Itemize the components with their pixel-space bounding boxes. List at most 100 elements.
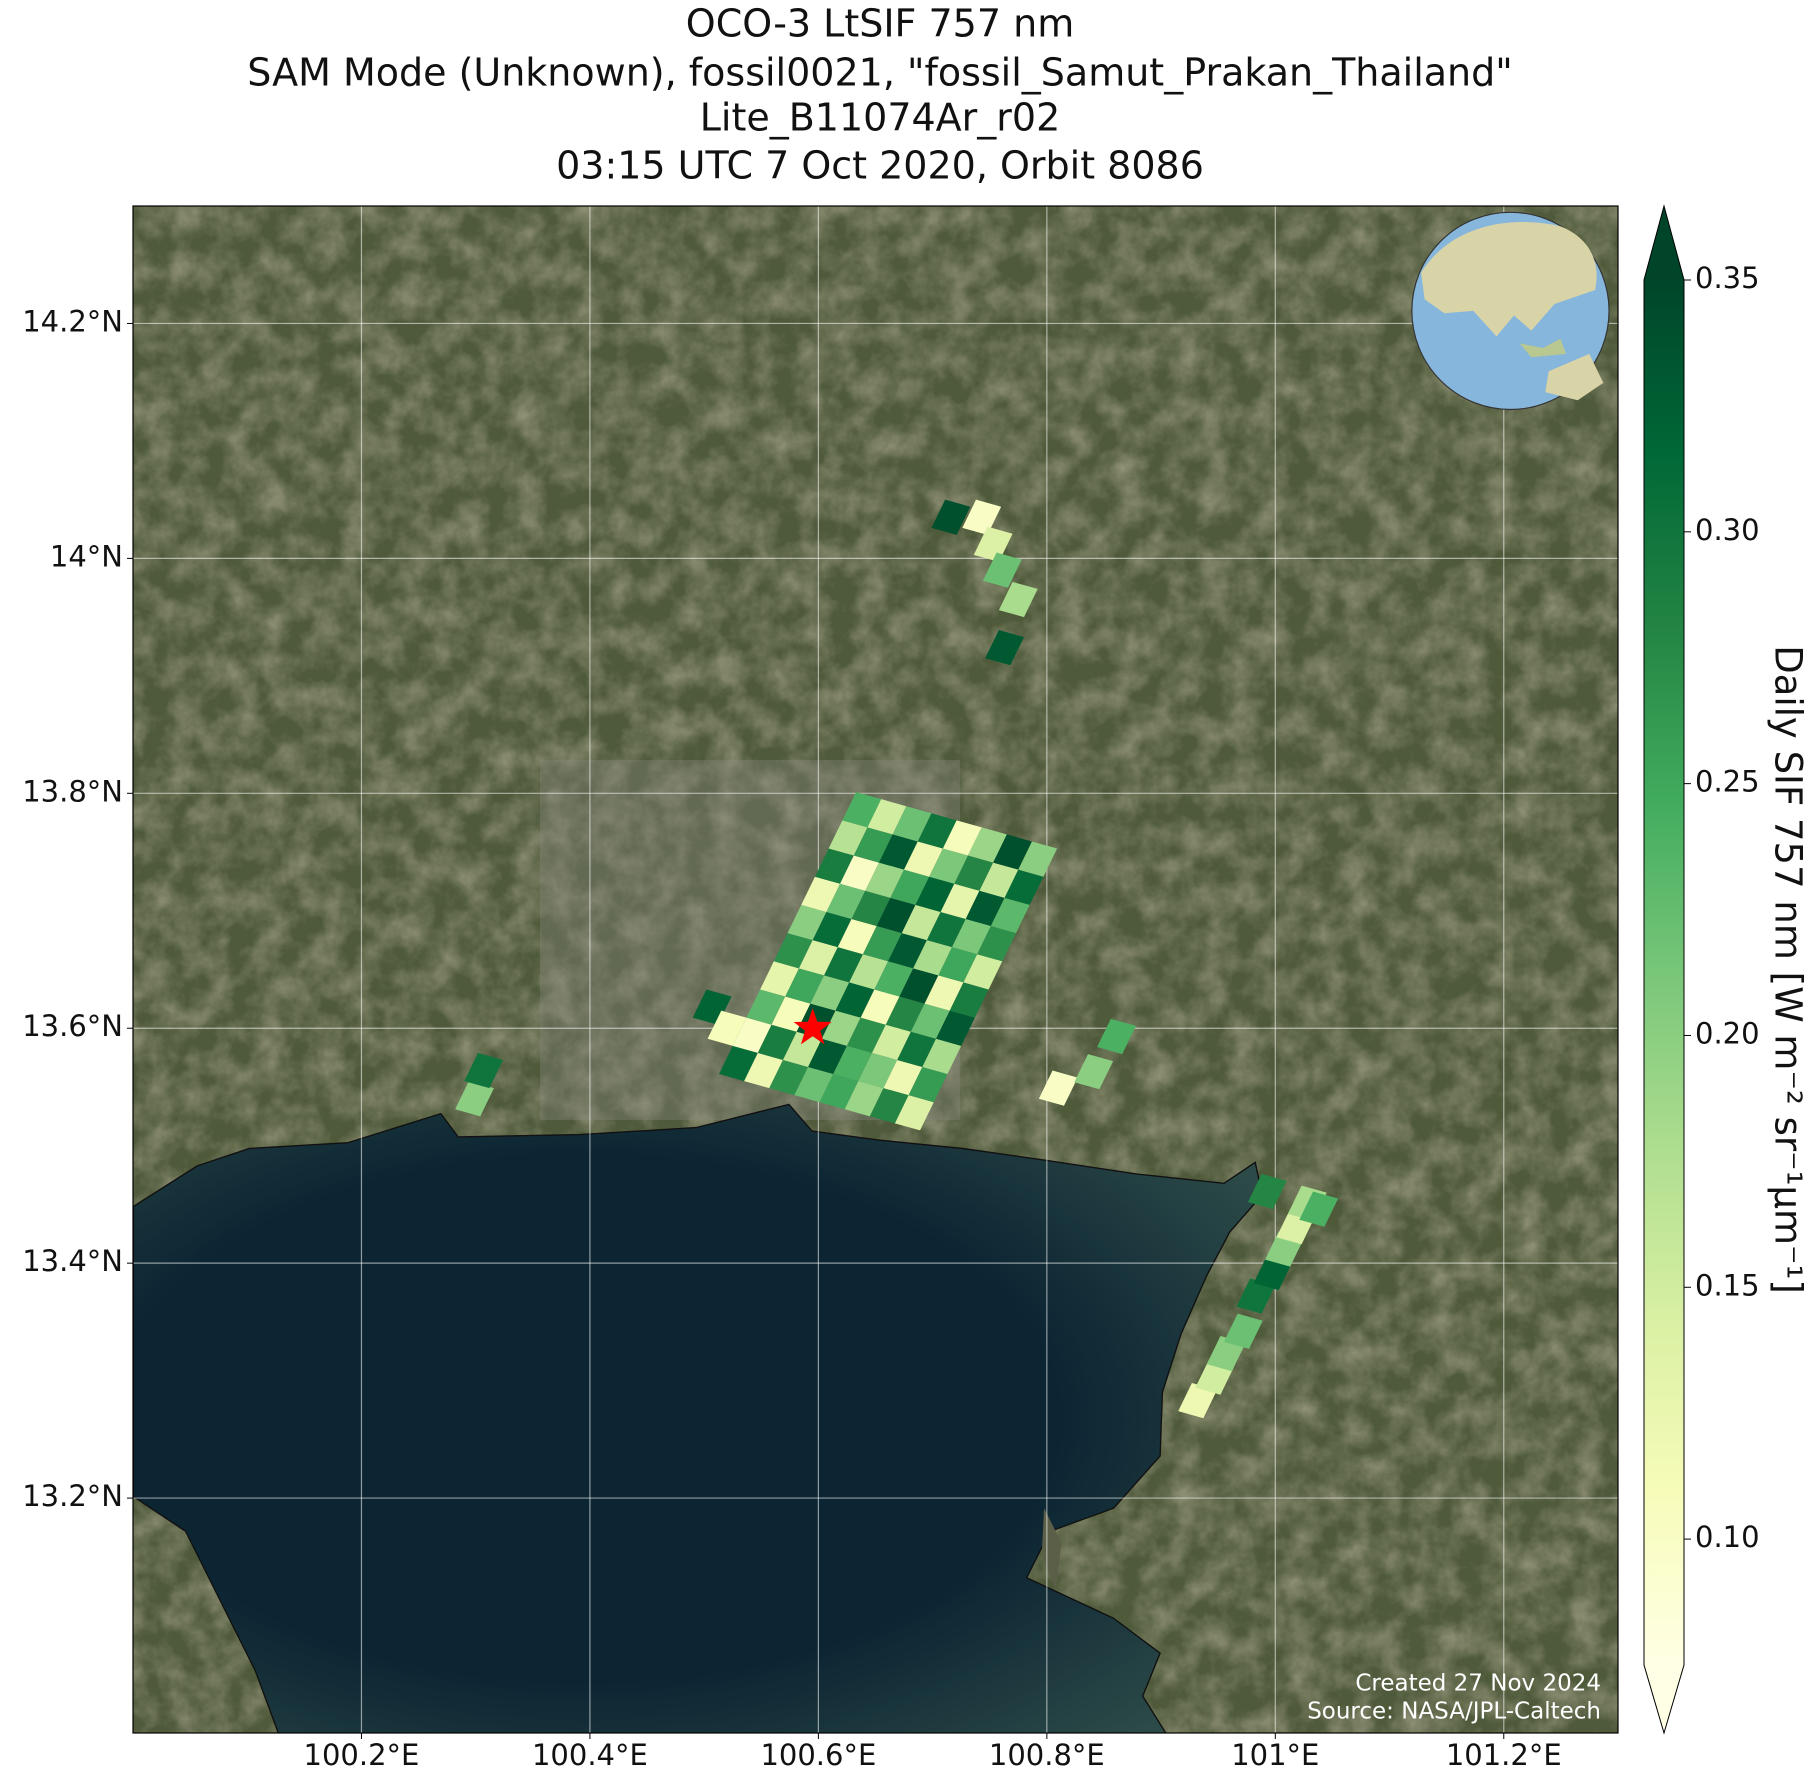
colorbar-body xyxy=(1644,280,1684,1665)
sif-footprint xyxy=(798,940,838,976)
sif-footprint xyxy=(901,904,941,941)
sif-footprint xyxy=(985,630,1024,666)
sif-footprint xyxy=(794,1066,834,1103)
sif-footprint xyxy=(940,883,980,919)
sif-footprint xyxy=(787,904,827,941)
sif-footprint xyxy=(732,1017,772,1053)
sif-footprint xyxy=(814,848,854,884)
sif-footprint xyxy=(760,961,799,997)
sif-footprint xyxy=(819,1074,859,1110)
sif-footprint xyxy=(851,890,891,927)
sif-footprint xyxy=(1038,1070,1078,1106)
sif-footprint xyxy=(922,1038,962,1075)
sif-footprint xyxy=(808,1038,847,1075)
x-tick-label: 100.2°E xyxy=(304,1738,420,1772)
sif-footprint xyxy=(1299,1191,1339,1227)
sif-footprint xyxy=(846,1017,886,1053)
sif-footprint xyxy=(917,813,957,849)
sif-footprint xyxy=(860,989,900,1025)
annotation: Source: NASA/JPL-Caltech xyxy=(1307,1699,1601,1725)
sif-footprint xyxy=(1004,869,1044,905)
sif-footprint xyxy=(842,792,882,828)
sif-footprint xyxy=(810,975,850,1011)
sif-footprint xyxy=(773,933,813,969)
sif-footprint xyxy=(849,954,889,990)
title-line: SAM Mode (Unknown), fossil0021, "fossil_… xyxy=(247,51,1512,95)
colorbar-tick-label: 0.30 xyxy=(1695,513,1760,547)
sif-footprint xyxy=(874,961,914,997)
colorbar-tick-label: 0.25 xyxy=(1695,765,1760,799)
sif-footprint xyxy=(993,834,1032,870)
sif-footprint xyxy=(990,897,1030,934)
sif-footprint xyxy=(929,848,969,884)
sif-footprint xyxy=(746,989,786,1025)
map-frame xyxy=(132,205,1619,1734)
sif-footprint xyxy=(962,499,1002,535)
sif-footprint xyxy=(897,1031,937,1067)
y-tick-label: 14.2°N xyxy=(22,304,123,338)
colorbar-extend-max xyxy=(1644,206,1684,280)
x-tick-label: 100.8°E xyxy=(989,1738,1105,1772)
sif-footprint xyxy=(835,982,875,1018)
sif-footprint xyxy=(455,1081,494,1117)
sif-footprint xyxy=(801,876,841,912)
footprints xyxy=(455,499,1339,1419)
sif-footprint xyxy=(719,1045,758,1082)
sif-footprint xyxy=(840,855,879,891)
annotation: Created 27 Nov 2024 xyxy=(1355,1671,1601,1697)
sif-footprint xyxy=(998,581,1038,618)
sif-footprint xyxy=(862,926,902,962)
sif-footprint xyxy=(899,968,939,1004)
sif-footprint xyxy=(837,918,877,955)
x-tick-label: 101°E xyxy=(1231,1738,1319,1772)
sif-footprint xyxy=(938,947,978,983)
sif-footprint xyxy=(954,855,994,891)
sif-footprint xyxy=(949,982,989,1018)
sif-footprint xyxy=(828,820,868,856)
globe-inset xyxy=(1411,211,1610,411)
globe-land xyxy=(1421,222,1597,337)
sif-footprint xyxy=(878,834,918,870)
sif-footprint xyxy=(1018,841,1058,877)
sif-footprint xyxy=(979,862,1019,898)
colorbar-label: Daily SIF 757 nm [W m⁻² sr⁻¹µm⁻¹] xyxy=(1767,645,1810,1294)
sif-footprint xyxy=(931,499,971,535)
sif-footprint xyxy=(1236,1278,1276,1314)
sif-footprint xyxy=(824,947,863,983)
sif-footprint xyxy=(782,1031,822,1067)
sif-footprint xyxy=(982,552,1022,588)
sif-footprint xyxy=(926,911,966,948)
sif-footprint xyxy=(942,820,982,856)
sif-footprint xyxy=(1247,1173,1287,1210)
sif-footprint xyxy=(952,918,991,955)
sif-footprint xyxy=(973,526,1013,562)
sif-footprint xyxy=(910,1003,950,1039)
sif-footprint xyxy=(1074,1054,1114,1090)
sif-footprint xyxy=(744,1052,783,1089)
y-tick-label: 13.2°N xyxy=(22,1479,123,1513)
gulf-water xyxy=(133,1103,1263,1733)
sif-footprint xyxy=(890,869,930,905)
x-tick-label: 101.2°E xyxy=(1446,1738,1562,1772)
sif-footprint xyxy=(977,926,1017,962)
gridlines xyxy=(133,206,1618,1733)
sif-footprint xyxy=(707,1010,747,1046)
sif-footprint xyxy=(769,1059,809,1096)
sif-footprint xyxy=(913,940,953,976)
sif-footprint xyxy=(853,827,893,863)
colorbar-tick-label: 0.20 xyxy=(1695,1016,1760,1050)
sif-footprint xyxy=(757,1024,797,1060)
globe-land xyxy=(1519,338,1567,358)
sif-footprint xyxy=(865,862,905,898)
sif-footprint xyxy=(872,1024,911,1060)
sif-footprint xyxy=(867,799,907,835)
sif-footprint xyxy=(876,897,916,934)
sif-footprint xyxy=(785,968,825,1004)
sif-footprint xyxy=(812,911,852,948)
title-line: 03:15 UTC 7 Oct 2020, Orbit 8086 xyxy=(556,144,1204,188)
sif-footprint xyxy=(904,841,943,877)
sif-footprint xyxy=(892,806,932,842)
sif-footprint xyxy=(915,876,955,912)
sif-footprint xyxy=(965,890,1005,927)
y-tick-label: 14°N xyxy=(50,539,123,573)
